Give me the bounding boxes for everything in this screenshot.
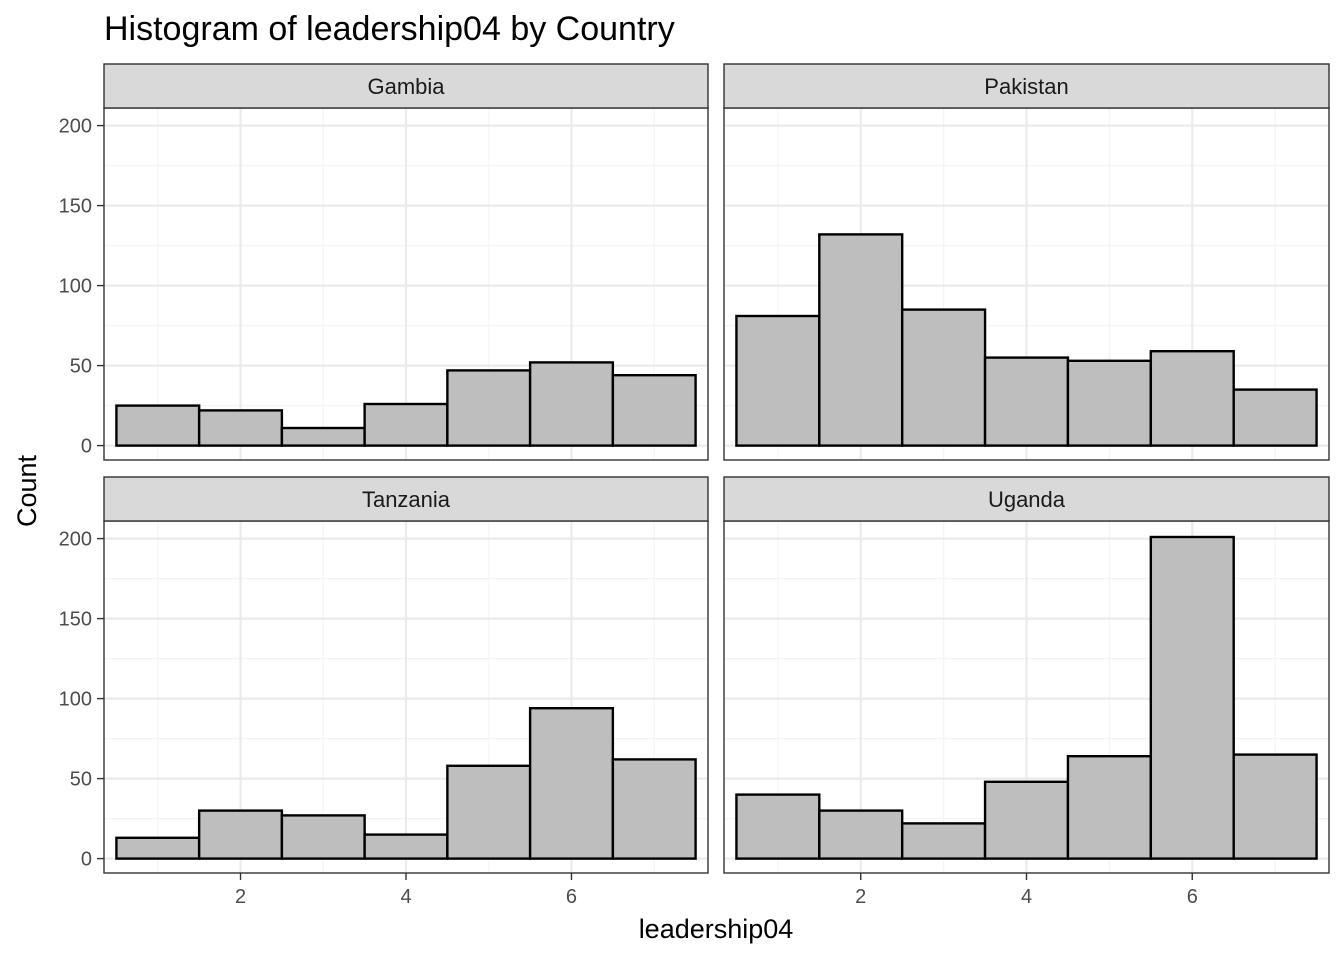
histogram-bar	[983, 780, 1070, 860]
histogram-bar	[1149, 535, 1235, 860]
facet-strip-label: Pakistan	[984, 74, 1068, 99]
facet-panel: Gambia 0 50 100 150 200	[59, 63, 709, 461]
histogram-bar	[818, 809, 904, 860]
facet-strip-label: Tanzania	[362, 487, 451, 512]
x-tick-label: 4	[1021, 886, 1032, 908]
histogram-bar	[611, 758, 697, 860]
histogram-bar	[1232, 753, 1318, 860]
facet-panel: Tanzania 0 50 100 150 200 2 4 6	[59, 476, 709, 908]
facet-strip	[103, 476, 709, 522]
x-axis-title: leadership04	[639, 914, 794, 944]
x-tick-label: 6	[1187, 886, 1198, 908]
x-tick-label: 2	[235, 886, 246, 908]
chart-title: Histogram of leadership04 by Country	[104, 10, 675, 48]
histogram-bar	[983, 356, 1070, 447]
facet-strip	[723, 476, 1330, 522]
histogram-bar	[611, 374, 697, 447]
x-tick-label: 6	[566, 886, 577, 908]
histogram-bar	[363, 833, 449, 860]
y-tick-label: 0	[81, 436, 92, 458]
histogram-bar	[115, 836, 201, 860]
histogram-bar	[1066, 755, 1153, 860]
facet-strip-label: Uganda	[988, 487, 1066, 512]
y-tick-label: 100	[59, 689, 92, 711]
x-tick-label: 4	[400, 886, 411, 908]
histogram-bar	[818, 233, 904, 447]
histogram-bar	[1149, 350, 1235, 447]
facet-panel: Pakistan	[723, 63, 1330, 461]
y-tick-label: 50	[70, 356, 92, 378]
y-axis-title: Count	[12, 454, 42, 527]
histogram-bar	[446, 764, 532, 860]
histogram-bar	[900, 308, 987, 447]
facet-panel: Uganda 2 4 6	[723, 476, 1330, 908]
facet-strip-label: Gambia	[367, 74, 445, 99]
histogram-bar	[528, 707, 615, 860]
histogram-bar	[735, 793, 821, 860]
histogram-bar	[900, 822, 987, 860]
facet-strip	[723, 63, 1330, 109]
y-tick-label: 150	[59, 196, 92, 218]
y-tick-label: 0	[81, 849, 92, 871]
y-tick-label: 200	[59, 116, 92, 138]
histogram-bar	[197, 809, 284, 860]
histogram-bar	[363, 402, 449, 447]
histogram-bar	[280, 814, 366, 860]
y-tick-label: 100	[59, 276, 92, 298]
histogram-bar	[1232, 388, 1318, 447]
y-tick-label: 50	[70, 769, 92, 791]
x-tick-label: 2	[855, 886, 866, 908]
histogram-bar	[735, 314, 821, 447]
histogram-bar	[528, 361, 615, 447]
histogram-bar	[115, 404, 201, 447]
facet-strip	[103, 63, 709, 109]
histogram-bar	[1066, 359, 1153, 447]
y-tick-label: 200	[59, 529, 92, 551]
histogram-bar	[197, 409, 284, 447]
y-tick-label: 150	[59, 609, 92, 631]
histogram-bar	[280, 426, 366, 447]
histogram-bar	[446, 369, 532, 447]
facet-panels: Gambia 0 50 100 150 200 Pakistan Tanzania 0 50 100…	[59, 63, 1330, 908]
